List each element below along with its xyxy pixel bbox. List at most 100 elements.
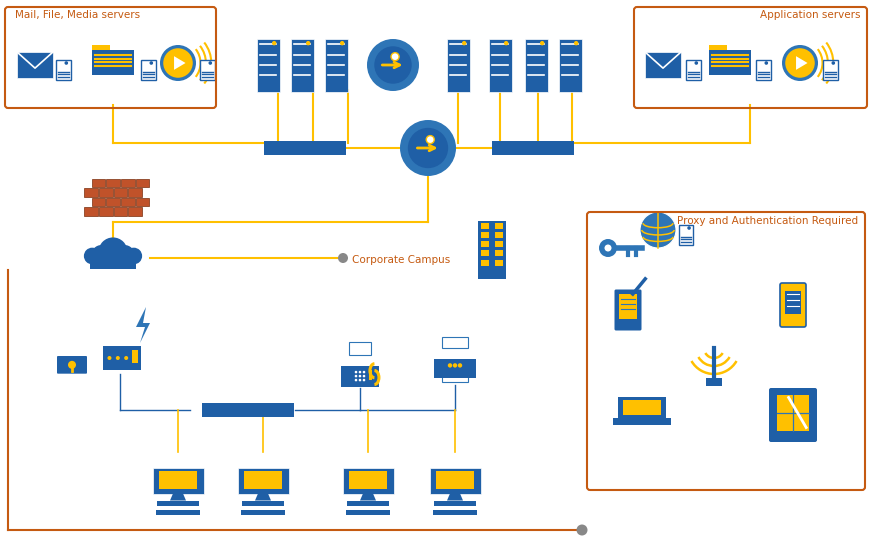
Circle shape bbox=[367, 39, 419, 91]
FancyBboxPatch shape bbox=[121, 178, 134, 187]
FancyBboxPatch shape bbox=[780, 283, 806, 327]
FancyBboxPatch shape bbox=[113, 207, 127, 216]
Circle shape bbox=[504, 41, 508, 45]
Circle shape bbox=[272, 41, 276, 45]
Polygon shape bbox=[255, 494, 271, 500]
FancyBboxPatch shape bbox=[480, 250, 488, 257]
Circle shape bbox=[687, 226, 691, 230]
FancyBboxPatch shape bbox=[157, 500, 199, 505]
FancyBboxPatch shape bbox=[480, 223, 488, 229]
Text: Corporate Campus: Corporate Campus bbox=[352, 255, 450, 265]
FancyBboxPatch shape bbox=[709, 45, 726, 52]
FancyBboxPatch shape bbox=[202, 403, 294, 417]
Circle shape bbox=[363, 371, 365, 373]
FancyBboxPatch shape bbox=[103, 346, 141, 370]
FancyBboxPatch shape bbox=[436, 470, 474, 489]
Text: Mail, File, Media servers: Mail, File, Media servers bbox=[15, 10, 140, 20]
Text: Proxy and Authentication Required: Proxy and Authentication Required bbox=[677, 216, 858, 226]
FancyBboxPatch shape bbox=[159, 470, 197, 489]
FancyBboxPatch shape bbox=[480, 232, 488, 238]
Polygon shape bbox=[360, 494, 376, 500]
Circle shape bbox=[340, 41, 344, 45]
FancyBboxPatch shape bbox=[90, 259, 136, 269]
FancyBboxPatch shape bbox=[434, 500, 476, 505]
Circle shape bbox=[208, 61, 212, 65]
FancyBboxPatch shape bbox=[135, 197, 149, 206]
Polygon shape bbox=[170, 494, 186, 500]
FancyBboxPatch shape bbox=[56, 60, 71, 80]
Circle shape bbox=[126, 248, 142, 264]
FancyBboxPatch shape bbox=[128, 188, 142, 197]
Circle shape bbox=[574, 41, 578, 45]
FancyBboxPatch shape bbox=[341, 366, 379, 387]
Circle shape bbox=[640, 212, 676, 248]
FancyBboxPatch shape bbox=[244, 470, 282, 489]
Circle shape bbox=[374, 47, 412, 84]
FancyBboxPatch shape bbox=[264, 141, 346, 155]
Circle shape bbox=[84, 248, 100, 264]
FancyBboxPatch shape bbox=[135, 178, 149, 187]
Circle shape bbox=[786, 48, 814, 78]
Circle shape bbox=[448, 363, 453, 368]
FancyBboxPatch shape bbox=[113, 188, 127, 197]
Circle shape bbox=[453, 363, 457, 368]
FancyBboxPatch shape bbox=[442, 337, 467, 348]
FancyBboxPatch shape bbox=[619, 294, 637, 319]
FancyBboxPatch shape bbox=[495, 260, 503, 266]
FancyBboxPatch shape bbox=[200, 60, 215, 80]
FancyBboxPatch shape bbox=[755, 60, 771, 80]
FancyBboxPatch shape bbox=[347, 500, 389, 505]
FancyBboxPatch shape bbox=[85, 207, 98, 216]
FancyBboxPatch shape bbox=[92, 50, 134, 75]
FancyBboxPatch shape bbox=[685, 60, 700, 80]
Circle shape bbox=[363, 379, 365, 381]
Circle shape bbox=[358, 371, 361, 373]
Circle shape bbox=[576, 525, 588, 536]
FancyBboxPatch shape bbox=[99, 207, 112, 216]
Circle shape bbox=[694, 61, 698, 65]
FancyBboxPatch shape bbox=[433, 510, 477, 515]
Text: Application servers: Application servers bbox=[760, 10, 860, 20]
FancyBboxPatch shape bbox=[495, 223, 503, 229]
FancyBboxPatch shape bbox=[99, 188, 112, 197]
Circle shape bbox=[355, 375, 358, 377]
FancyBboxPatch shape bbox=[623, 400, 661, 415]
Polygon shape bbox=[174, 56, 186, 70]
FancyBboxPatch shape bbox=[615, 290, 642, 331]
FancyBboxPatch shape bbox=[106, 178, 119, 187]
Circle shape bbox=[92, 245, 112, 266]
Circle shape bbox=[782, 45, 818, 81]
Circle shape bbox=[765, 61, 768, 65]
Circle shape bbox=[363, 375, 365, 377]
FancyBboxPatch shape bbox=[558, 38, 582, 91]
FancyBboxPatch shape bbox=[92, 178, 106, 187]
Polygon shape bbox=[796, 56, 807, 70]
FancyBboxPatch shape bbox=[156, 510, 200, 515]
Circle shape bbox=[355, 379, 358, 381]
Circle shape bbox=[160, 45, 196, 81]
Circle shape bbox=[163, 48, 193, 78]
FancyBboxPatch shape bbox=[85, 188, 98, 197]
FancyBboxPatch shape bbox=[92, 197, 106, 206]
FancyBboxPatch shape bbox=[324, 38, 348, 91]
FancyBboxPatch shape bbox=[237, 468, 289, 494]
FancyBboxPatch shape bbox=[17, 52, 53, 78]
Circle shape bbox=[114, 245, 135, 266]
Circle shape bbox=[355, 371, 358, 373]
Circle shape bbox=[65, 61, 68, 65]
FancyBboxPatch shape bbox=[121, 197, 134, 206]
FancyBboxPatch shape bbox=[785, 291, 800, 314]
FancyBboxPatch shape bbox=[492, 141, 574, 155]
FancyBboxPatch shape bbox=[132, 350, 139, 363]
FancyBboxPatch shape bbox=[290, 38, 314, 91]
FancyBboxPatch shape bbox=[442, 375, 467, 382]
FancyBboxPatch shape bbox=[434, 360, 476, 378]
Circle shape bbox=[540, 41, 544, 45]
FancyBboxPatch shape bbox=[478, 221, 506, 279]
FancyBboxPatch shape bbox=[488, 38, 512, 91]
FancyBboxPatch shape bbox=[679, 225, 693, 245]
FancyBboxPatch shape bbox=[346, 510, 390, 515]
Circle shape bbox=[832, 61, 835, 65]
Circle shape bbox=[338, 253, 348, 263]
Circle shape bbox=[400, 120, 456, 176]
